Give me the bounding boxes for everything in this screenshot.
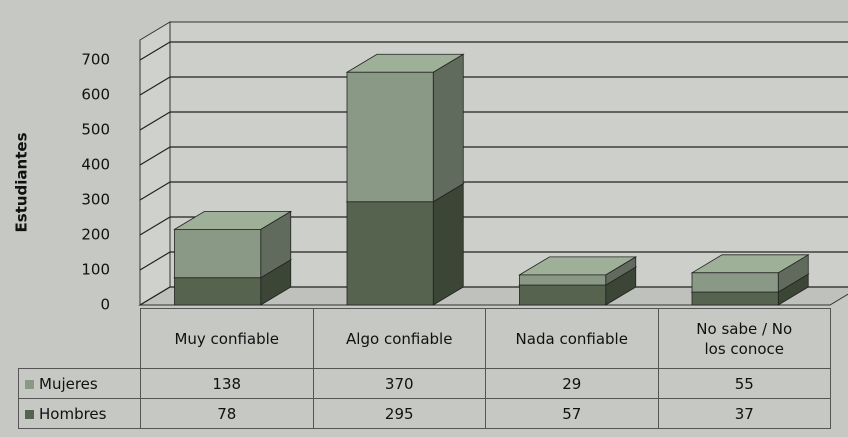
grid-line: [139, 41, 171, 61]
series-row: Hombres 78 295 57 37: [18, 398, 831, 429]
category-cell: No sabe / No los conoce: [657, 308, 831, 369]
left-wall: [139, 21, 171, 306]
grid-line: [139, 286, 171, 306]
y-tick-label: 700: [81, 51, 110, 69]
value-cell: 57: [485, 398, 659, 429]
legend-swatch: [25, 409, 34, 419]
bar: [174, 277, 262, 306]
y-axis-label: Estudiantes: [13, 132, 31, 232]
category-label: No sabe / No los conoce: [696, 319, 793, 358]
data-table: Muy confiable Algo confiable Nada confiabl…: [18, 308, 831, 429]
category-cell: Algo confiable: [312, 308, 486, 369]
grid-line: [139, 251, 171, 271]
category-label: Muy confiable: [174, 329, 280, 348]
grid-line: [139, 146, 171, 166]
y-tick-label: 400: [81, 156, 110, 174]
value-cell: 37: [657, 398, 831, 429]
blank-cell: [19, 309, 141, 369]
category-cell: Muy confiable: [140, 308, 314, 369]
value-cell: 78: [140, 398, 314, 429]
category-row: Muy confiable Algo confiable Nada confiabl…: [19, 308, 831, 369]
grid-line: [139, 111, 171, 131]
y-tick-label: 500: [81, 121, 110, 139]
value-cell: 29: [485, 368, 659, 399]
value-cell: 55: [657, 368, 831, 399]
value-cell: 138: [140, 368, 314, 399]
bar: [519, 284, 607, 306]
bar: [691, 291, 779, 306]
legend-label: Hombres: [39, 404, 107, 423]
category-cell: Nada confiable: [485, 308, 659, 369]
y-tick-label: 0: [100, 296, 110, 314]
bar: [346, 71, 434, 203]
bar: [519, 274, 607, 286]
y-tick-label: 300: [81, 191, 110, 209]
category-label: Algo confiable: [346, 329, 453, 348]
y-tick-label: 600: [81, 86, 110, 104]
grid-line: [139, 216, 171, 236]
category-label: Nada confiable: [515, 329, 628, 348]
grid-line: [139, 76, 171, 96]
bar: [346, 201, 434, 306]
bar-side: [432, 53, 464, 203]
grid-line: [139, 181, 171, 201]
legend-cell: Hombres: [18, 398, 141, 429]
bar: [691, 272, 779, 293]
legend-swatch: [25, 379, 34, 389]
bar-side: [432, 183, 464, 306]
legend-label: Mujeres: [39, 374, 98, 393]
y-tick-label: 100: [81, 261, 110, 279]
legend-cell: Mujeres: [18, 368, 141, 399]
bar: [174, 228, 262, 279]
value-cell: 295: [312, 398, 486, 429]
y-tick-label: 200: [81, 226, 110, 244]
value-cell: 370: [312, 368, 486, 399]
series-row: Mujeres 138 370 29 55: [18, 368, 831, 399]
